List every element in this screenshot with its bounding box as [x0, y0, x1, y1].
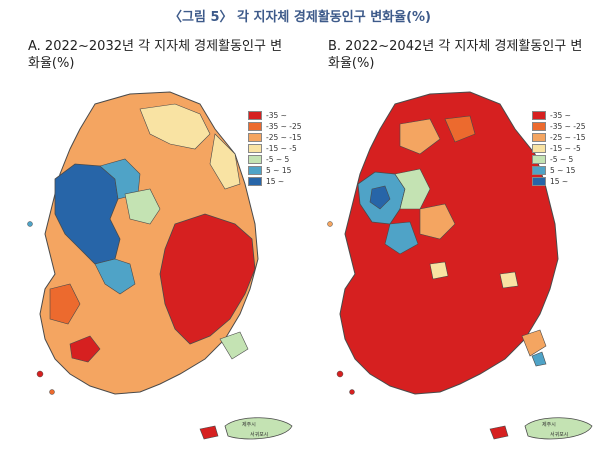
map-panel-b: B. 2022~2042년 각 지자체 경제활동인구 변화율(%) 제주시 서귀… [300, 34, 600, 450]
legend-a-row-0: -35 ~ [248, 110, 302, 121]
legend-label: 15 ~ [550, 177, 569, 186]
island-b2 [349, 389, 355, 395]
legend-a-row-4: -5 ~ 5 [248, 154, 302, 165]
legend-b-row-5: 5 ~ 15 [532, 165, 586, 176]
legend-label: -5 ~ 5 [266, 155, 290, 164]
north-orange-b [444, 115, 476, 143]
southeast-b [521, 329, 547, 357]
legend-a: -35 ~ -35 ~ -25 -25 ~ -15 -15 ~ -5 -5 ~ … [248, 110, 302, 187]
legend-label: -5 ~ 5 [550, 155, 574, 164]
jeju-island-b [524, 417, 593, 440]
central-b [419, 203, 456, 240]
map-panel-a: A. 2022~2032년 각 지자체 경제활동인구 변화율(%) 제주시 서귀… [0, 34, 302, 450]
legend-swatch [248, 111, 262, 120]
legend-b-row-4: -5 ~ 5 [532, 154, 586, 165]
korea-map-a: 제주시 서귀포시 [27, 91, 293, 440]
southeast-green-a [219, 331, 249, 360]
east-region-a [159, 213, 256, 345]
legend-label: -15 ~ -5 [266, 144, 297, 153]
legend-a-row-2: -25 ~ -15 [248, 132, 302, 143]
daejeon-b [429, 261, 449, 280]
legend-swatch [532, 177, 546, 186]
island-a1 [36, 370, 44, 378]
legend-label: 15 ~ [266, 177, 285, 186]
east-light-b [499, 271, 519, 289]
northeast-region-a [139, 103, 211, 150]
legend-swatch [248, 155, 262, 164]
seogwipo-label-a: 서귀포시 [250, 431, 268, 438]
legend-b: -35 ~ -35 ~ -25 -25 ~ -15 -15 ~ -5 -5 ~ … [532, 110, 586, 187]
figure-title: 〈그림 5〉 각 지자체 경제활동인구 변화율(%) [169, 10, 431, 25]
legend-label: -25 ~ -15 [266, 133, 302, 142]
legend-b-row-0: -35 ~ [532, 110, 586, 121]
southeast-blue-b [531, 351, 547, 367]
south-red-a [69, 335, 101, 363]
legend-swatch [248, 133, 262, 142]
legend-swatch [532, 155, 546, 164]
legend-swatch [248, 122, 262, 131]
southwest-a [49, 283, 81, 325]
legend-a-row-3: -15 ~ -5 [248, 143, 302, 154]
jeju-label-a: 제주시 [242, 421, 256, 428]
legend-swatch [248, 177, 262, 186]
panel-a-title: A. 2022~2032년 각 지자체 경제활동인구 변화율(%) [28, 39, 283, 71]
capital-core-b [369, 185, 391, 210]
northwest-b [399, 118, 441, 155]
jeju-small-a [199, 425, 219, 440]
legend-label: -15 ~ -5 [550, 144, 581, 153]
island-b3 [327, 221, 333, 227]
mainland-b [339, 91, 559, 395]
east-coast-a [209, 133, 241, 190]
island-a3 [27, 221, 33, 227]
legend-b-row-3: -15 ~ -5 [532, 143, 586, 154]
jeju-island-a [224, 417, 293, 440]
island-a2 [49, 389, 55, 395]
legend-swatch [248, 166, 262, 175]
legend-b-row-6: 15 ~ [532, 176, 586, 187]
legend-a-row-5: 5 ~ 15 [248, 165, 302, 176]
jeju-label-b: 제주시 [542, 421, 556, 428]
panel-b-title: B. 2022~2042년 각 지자체 경제활동인구 변화율(%) [328, 39, 583, 71]
island-b1 [336, 370, 344, 378]
legend-label: -35 ~ -25 [266, 122, 302, 131]
legend-swatch [532, 133, 546, 142]
legend-swatch [532, 122, 546, 131]
capital-south-b [384, 221, 419, 255]
central-green-a [124, 188, 161, 225]
legend-label: -35 ~ [266, 111, 287, 120]
legend-label: -35 ~ [550, 111, 571, 120]
legend-swatch [248, 144, 262, 153]
legend-swatch [532, 144, 546, 153]
legend-a-row-6: 15 ~ [248, 176, 302, 187]
seogwipo-label-b: 서귀포시 [550, 431, 568, 438]
legend-swatch [532, 166, 546, 175]
legend-b-row-1: -35 ~ -25 [532, 121, 586, 132]
legend-swatch [532, 111, 546, 120]
legend-label: 5 ~ 15 [550, 166, 576, 175]
legend-a-row-1: -35 ~ -25 [248, 121, 302, 132]
legend-b-row-2: -25 ~ -15 [532, 132, 586, 143]
legend-label: -25 ~ -15 [550, 133, 586, 142]
legend-label: -35 ~ -25 [550, 122, 586, 131]
capital-south-a [94, 258, 136, 295]
legend-label: 5 ~ 15 [266, 166, 292, 175]
jeju-small-b [489, 425, 509, 440]
